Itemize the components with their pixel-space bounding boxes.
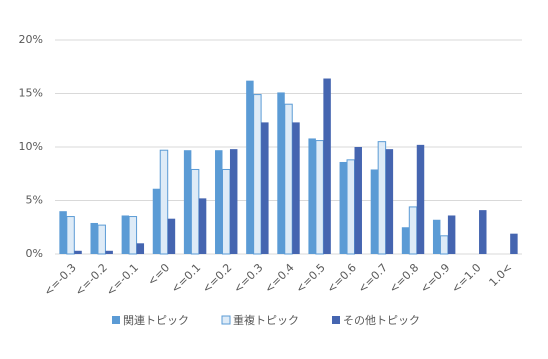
bar [261, 122, 269, 254]
bar [121, 215, 130, 254]
bar [198, 198, 207, 254]
bar [346, 159, 356, 255]
bar [221, 168, 231, 255]
legend-label: 関連トピック [123, 313, 189, 327]
x-tick-label: <=0 [145, 261, 172, 288]
y-tick-label: 20% [19, 33, 43, 46]
x-tick-label: <=0.5 [293, 261, 328, 296]
bar [74, 250, 82, 254]
bar [277, 92, 285, 255]
bar [246, 80, 254, 254]
x-tick-label: <=-0.1 [104, 261, 141, 298]
bar [315, 140, 324, 255]
legend-label: その他トピック [343, 314, 420, 327]
x-tick-label: <=0.8 [387, 261, 422, 296]
y-tick-label: 15% [19, 87, 43, 100]
x-tick-label: <=0.1 [169, 261, 204, 296]
x-tick-label: <=0.2 [200, 261, 235, 296]
bar [215, 150, 223, 254]
x-tick-label: <=0.9 [418, 261, 453, 296]
legend-swatch [221, 315, 231, 325]
bar [510, 233, 518, 254]
bar [408, 206, 418, 255]
bar [229, 149, 238, 254]
bar [59, 211, 67, 254]
bar [292, 122, 300, 254]
x-tick-label: <=0.3 [231, 261, 266, 296]
bar [377, 141, 387, 255]
x-tick-label: <=-0.2 [73, 261, 110, 298]
bar [370, 169, 379, 254]
bar [385, 149, 394, 254]
bar [136, 243, 145, 254]
bar [97, 224, 106, 255]
x-tick-label: <=-0.3 [41, 261, 78, 298]
bar [432, 219, 441, 254]
x-tick-label: <=0.4 [262, 261, 297, 296]
bar [167, 218, 176, 254]
legend-swatch [112, 316, 120, 324]
bar [439, 235, 449, 255]
bar [339, 161, 348, 254]
bar [190, 168, 200, 255]
bar [479, 210, 487, 254]
bar [90, 222, 98, 254]
bar [354, 147, 362, 254]
bar [183, 150, 192, 254]
bar [401, 227, 410, 254]
bar [416, 144, 425, 254]
x-tick-label: <=0.7 [356, 261, 391, 296]
y-tick-label: 5% [26, 194, 43, 207]
bar [447, 215, 456, 254]
bar [152, 188, 161, 254]
x-tick-label: <=1.0 [449, 261, 484, 296]
bar [253, 94, 262, 255]
legend-label: 重複トピック [233, 313, 299, 327]
legend-swatch [332, 316, 340, 324]
bar [66, 216, 75, 255]
y-tick-label: 0% [26, 247, 43, 260]
x-tick-label: <=0.6 [324, 261, 359, 296]
bar [105, 250, 113, 254]
bar [284, 103, 293, 255]
bar [128, 216, 138, 255]
y-tick-label: 10% [19, 140, 43, 153]
bar [308, 138, 316, 254]
x-tick-label: 1.0< [487, 261, 515, 289]
bar [323, 78, 331, 255]
bar [159, 149, 169, 255]
